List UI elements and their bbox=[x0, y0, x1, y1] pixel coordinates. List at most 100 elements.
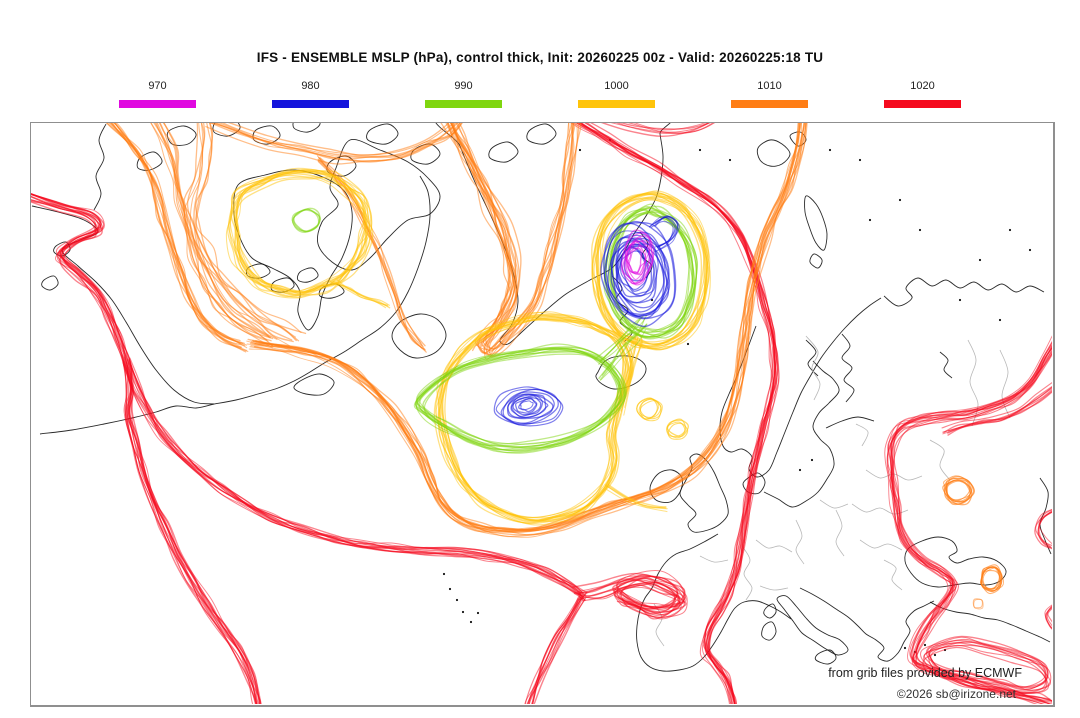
isobar-1000 bbox=[605, 485, 667, 509]
isobar-1010 bbox=[450, 123, 512, 347]
isobar-1020 bbox=[122, 359, 582, 597]
coastline bbox=[293, 373, 335, 396]
island-speck bbox=[686, 342, 690, 346]
isobar-1020 bbox=[575, 123, 777, 704]
isobar-1010 bbox=[317, 160, 425, 350]
isobar-1010 bbox=[944, 477, 972, 501]
isobar-1000 bbox=[636, 397, 659, 420]
isobar-1010 bbox=[253, 123, 805, 536]
coastline bbox=[296, 267, 319, 283]
island-speck bbox=[469, 620, 473, 624]
isobar-990 bbox=[292, 208, 321, 232]
country-border bbox=[755, 539, 793, 553]
coastline bbox=[366, 123, 399, 145]
isobar-1000 bbox=[230, 173, 367, 298]
isobar-1020 bbox=[31, 199, 254, 704]
coastline bbox=[799, 587, 935, 662]
legend-item-990: 990 bbox=[425, 80, 502, 110]
island-speck bbox=[578, 148, 582, 152]
isobar-980 bbox=[500, 391, 555, 425]
isobar-1020 bbox=[1047, 605, 1052, 623]
isobar-1020 bbox=[1046, 607, 1052, 627]
isobar-1000 bbox=[225, 176, 365, 299]
isobar-990 bbox=[603, 315, 647, 360]
coastline bbox=[649, 469, 683, 504]
isobar-1020 bbox=[1035, 508, 1052, 548]
isobar-1020 bbox=[1038, 509, 1052, 545]
coastline bbox=[789, 131, 807, 147]
isobar-1020 bbox=[570, 123, 772, 704]
isobar-1020 bbox=[31, 201, 258, 704]
legend-value: 970 bbox=[148, 80, 167, 92]
country-border bbox=[859, 539, 903, 551]
coastline bbox=[391, 313, 447, 359]
coastline bbox=[526, 123, 557, 145]
country-border bbox=[929, 439, 951, 481]
legend-swatch bbox=[425, 100, 502, 108]
isobar-1010 bbox=[195, 123, 307, 335]
country-border bbox=[795, 519, 805, 565]
coastlines-layer bbox=[31, 123, 1052, 672]
contours-layer bbox=[31, 123, 1052, 704]
coastline bbox=[761, 621, 777, 641]
coastline bbox=[756, 139, 791, 167]
coastline bbox=[841, 333, 855, 403]
isobar-1020 bbox=[124, 356, 583, 593]
coastline bbox=[213, 175, 431, 405]
island-speck bbox=[998, 318, 1002, 322]
coastline bbox=[939, 351, 953, 379]
isobar-1000 bbox=[439, 319, 632, 526]
coastline bbox=[809, 253, 823, 269]
attribution-text: from grib files provided by ECMWF bbox=[828, 666, 1022, 680]
legend-swatch bbox=[884, 100, 961, 108]
isobar-1020 bbox=[600, 123, 711, 138]
coastline bbox=[136, 151, 163, 171]
isobar-1020 bbox=[126, 362, 584, 600]
isobar-1010 bbox=[943, 475, 971, 502]
isobar-1010 bbox=[980, 566, 1001, 590]
isobar-1010 bbox=[205, 123, 463, 165]
isobar-980 bbox=[519, 400, 534, 411]
isobar-990 bbox=[601, 324, 648, 376]
country-border bbox=[999, 349, 1011, 419]
isobar-1020 bbox=[616, 577, 687, 610]
coastline bbox=[929, 601, 1051, 643]
coastline bbox=[31, 205, 215, 405]
isobar-980 bbox=[649, 216, 676, 248]
map-border bbox=[30, 122, 1054, 706]
isobar-1000 bbox=[229, 174, 368, 296]
isobar-980 bbox=[514, 397, 538, 414]
isobar-1020 bbox=[614, 581, 686, 619]
legend-value: 990 bbox=[454, 80, 473, 92]
coastline bbox=[904, 536, 1007, 588]
island-speck bbox=[455, 598, 459, 602]
country-border bbox=[883, 559, 903, 591]
isobar-1000 bbox=[608, 485, 668, 510]
isobar-1020 bbox=[31, 193, 260, 704]
isobar-1010 bbox=[110, 123, 243, 348]
isobar-1020 bbox=[533, 599, 586, 704]
legend-value: 1010 bbox=[757, 80, 782, 92]
legend-value: 1000 bbox=[604, 80, 629, 92]
isobar-1000 bbox=[595, 190, 708, 343]
coastline bbox=[595, 355, 647, 390]
coastline bbox=[316, 138, 441, 271]
island-speck bbox=[461, 610, 465, 614]
isobar-1010 bbox=[318, 156, 422, 347]
isobar-1010 bbox=[193, 123, 294, 343]
isobar-1020 bbox=[577, 575, 680, 607]
island-speck bbox=[918, 228, 922, 232]
island-speck bbox=[698, 148, 702, 152]
isobar-1020 bbox=[620, 581, 688, 618]
coastline bbox=[825, 416, 875, 429]
isobar-1020 bbox=[925, 635, 1047, 688]
isobar-1020 bbox=[610, 123, 716, 134]
isobar-1000 bbox=[666, 418, 687, 439]
coastline bbox=[719, 297, 882, 478]
isobar-1010 bbox=[110, 123, 247, 353]
island-speck bbox=[798, 468, 802, 472]
isobar-990 bbox=[610, 205, 694, 333]
isobar-1020 bbox=[578, 123, 778, 704]
isobar-1020 bbox=[579, 123, 779, 704]
